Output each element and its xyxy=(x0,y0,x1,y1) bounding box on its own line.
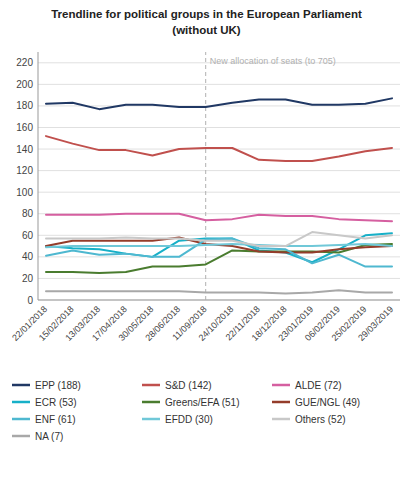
legend: EPP (188) S&D (142) ALDE (72) ECR (53) Green… xyxy=(12,380,360,442)
series-line xyxy=(46,290,392,293)
grid-line xyxy=(38,300,400,301)
y-tick-label: 220 xyxy=(16,57,33,68)
y-tick-label: 100 xyxy=(16,187,33,198)
legend-label: S&D (142) xyxy=(165,380,212,391)
legend-label: EFDD (30) xyxy=(165,414,213,425)
y-tick-label: 180 xyxy=(16,100,33,111)
series-line xyxy=(46,232,392,246)
legend-label: ALDE (72) xyxy=(295,380,342,391)
grid-line xyxy=(38,170,400,171)
annotation-line xyxy=(205,52,206,300)
legend-swatch xyxy=(272,418,290,421)
series-line xyxy=(46,244,392,247)
legend-swatch xyxy=(12,384,30,387)
y-tick-label: 120 xyxy=(16,165,33,176)
y-tick-label: 60 xyxy=(22,230,34,241)
legend-swatch xyxy=(142,401,160,404)
legend-swatch xyxy=(12,435,30,438)
x-axis-line xyxy=(38,300,400,301)
subtitle: (without UK) xyxy=(172,24,241,36)
legend-label: GUE/NGL (49) xyxy=(295,397,360,408)
legend-label: Greens/EFA (51) xyxy=(165,397,239,408)
title: Trendline for political groups in the Eu… xyxy=(51,8,362,20)
legend-swatch xyxy=(12,401,30,404)
legend-label: EPP (188) xyxy=(35,380,81,391)
legend-label: ECR (53) xyxy=(35,397,77,408)
y-tick-label: 0 xyxy=(27,295,33,306)
legend-swatch xyxy=(142,418,160,421)
lines xyxy=(46,98,392,293)
legend-label: NA (7) xyxy=(35,431,63,442)
legend-label: ENF (61) xyxy=(35,414,76,425)
grid-line xyxy=(38,278,400,279)
y-tick-label: 40 xyxy=(22,251,34,262)
y-tick-label: 160 xyxy=(16,122,33,133)
series-line xyxy=(46,214,392,222)
y-axis-line xyxy=(38,52,39,300)
x-tick-label: 29/03/2019 xyxy=(356,304,395,343)
y-tick-label: 140 xyxy=(16,144,33,155)
series-line xyxy=(46,98,392,109)
chart: Trendline for political groups in the Eu… xyxy=(0,0,413,497)
y-tick-label: 200 xyxy=(16,79,33,90)
series-line xyxy=(46,239,392,267)
legend-label: Others (52) xyxy=(295,414,346,425)
legend-swatch xyxy=(272,384,290,387)
series-line xyxy=(46,136,392,161)
annotation: New allocation of seats (to 705) xyxy=(210,56,336,66)
legend-swatch xyxy=(272,401,290,404)
grid-line xyxy=(38,192,400,193)
grid xyxy=(38,63,400,300)
legend-swatch xyxy=(12,418,30,421)
legend-swatch xyxy=(142,384,160,387)
grid-line xyxy=(38,84,400,85)
y-tick-label: 20 xyxy=(22,273,34,284)
y-tick-label: 80 xyxy=(22,208,34,219)
grid-line xyxy=(38,127,400,128)
